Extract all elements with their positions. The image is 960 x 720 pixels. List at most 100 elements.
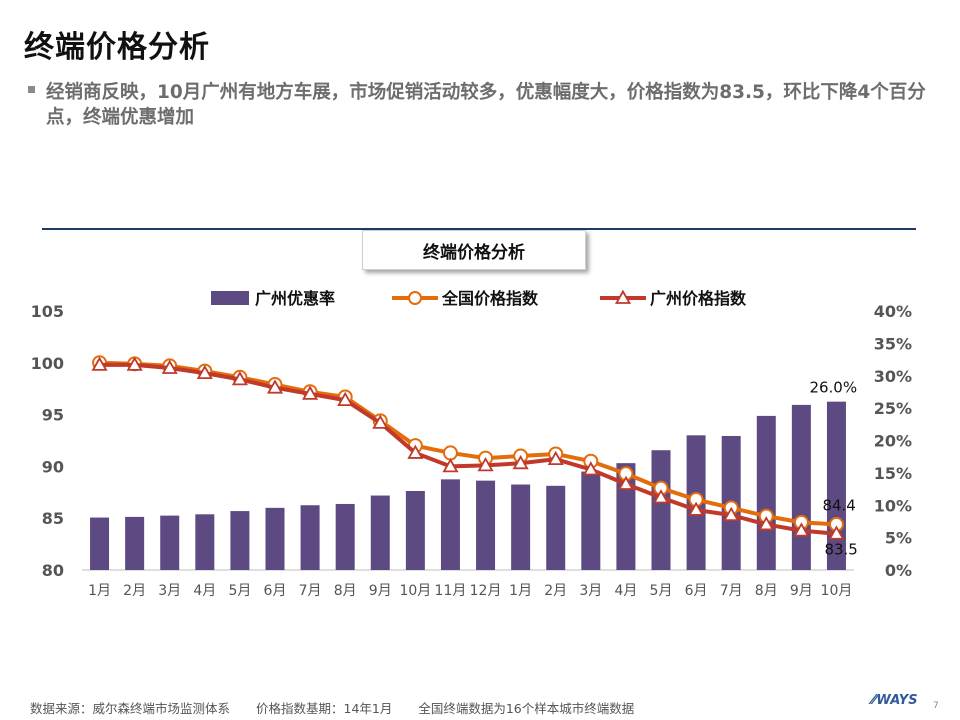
left-axis-tick: 80 <box>42 561 64 580</box>
footer-note: 全国终端数据为16个样本城市终端数据 <box>418 701 635 716</box>
bar-guangzhou-discount <box>335 503 355 570</box>
left-axis-tick: 95 <box>42 406 64 425</box>
x-axis-label: 2月 <box>123 583 146 599</box>
guangzhou-price-index-point <box>372 414 389 429</box>
bar-guangzhou-discount <box>230 511 250 570</box>
guangzhou-price-index-point <box>302 385 319 400</box>
guangzhou-price-index-point <box>688 501 705 516</box>
footer-source: 数据来源：威尔森终端市场监测体系 <box>30 701 231 716</box>
x-axis-label: 4月 <box>193 583 216 599</box>
legend-swatch-marker <box>408 291 422 305</box>
bar-guangzhou-discount <box>651 450 671 570</box>
bar-guangzhou-discount <box>370 495 390 570</box>
bar-guangzhou-discount <box>90 517 110 570</box>
logo-text: WAYS <box>876 693 918 708</box>
guangzhou-price-index-point <box>161 359 178 374</box>
guangzhou-price-index-point <box>126 356 143 371</box>
guangzhou-price-index-point <box>828 525 845 540</box>
national-price-index-point <box>442 445 458 461</box>
legend-label: 广州优惠率 <box>255 289 335 308</box>
guangzhou-price-index-point <box>512 454 529 470</box>
logo-mark-icon: ⁄⁄ <box>872 693 877 708</box>
x-axis-label: 4月 <box>614 583 637 599</box>
right-axis-tick: 40% <box>874 302 912 321</box>
x-axis-label: 1月 <box>509 583 532 599</box>
x-axis-label: 7月 <box>299 583 322 599</box>
guangzhou-price-index-point <box>266 379 284 394</box>
bullet-marker <box>28 86 35 93</box>
guangzhou-price-index-point <box>793 522 810 537</box>
guangzhou-price-index-point <box>477 457 494 472</box>
legend-swatch-marker <box>614 289 632 304</box>
guangzhou-price-index-point <box>407 444 424 459</box>
summary-bullet: 经销商反映，10月广州有地方车展，市场促销活动较多，优惠幅度大，价格指数为83.… <box>28 80 928 130</box>
x-axis-label: 6月 <box>264 583 287 599</box>
x-axis-label: 1月 <box>88 583 111 599</box>
guangzhou-price-index-line <box>99 362 837 536</box>
left-axis-tick: 105 <box>31 302 64 321</box>
x-axis-label: 3月 <box>158 583 181 599</box>
x-axis-label: 10月 <box>821 583 853 599</box>
bar-guangzhou-discount <box>440 479 460 570</box>
right-axis-tick: 15% <box>874 464 912 483</box>
guangzhou-price-index-point <box>582 461 599 476</box>
bar-guangzhou-discount <box>125 516 145 570</box>
chart-title: 终端价格分析 <box>362 230 586 270</box>
x-axis-label: 7月 <box>720 583 743 599</box>
x-axis-label: 12月 <box>470 583 502 599</box>
left-axis-tick: 90 <box>42 457 64 476</box>
guangzhou-price-index-point <box>617 475 634 490</box>
legend-label: 广州价格指数 <box>650 289 747 308</box>
guangzhou-price-index-point <box>723 506 740 521</box>
page-number: 7 <box>933 701 939 711</box>
bar-guangzhou-discount <box>756 415 776 570</box>
footer: 数据来源：威尔森终端市场监测体系 价格指数基期：14年1月 全国终端数据为16个… <box>30 698 656 717</box>
national-price-index-line <box>99 360 837 527</box>
right-axis-tick: 10% <box>874 496 912 515</box>
annotation-discount-label: 26.0% <box>809 379 857 397</box>
bar-guangzhou-discount <box>160 515 180 570</box>
x-axis-label: 10月 <box>399 583 431 599</box>
guangzhou-price-index-point <box>231 371 248 386</box>
bar-guangzhou-discount <box>581 471 601 570</box>
right-axis-tick: 20% <box>874 432 912 451</box>
bar-guangzhou-discount <box>405 491 425 570</box>
page-title: 终端价格分析 <box>24 30 210 65</box>
bar-guangzhou-discount <box>791 404 811 570</box>
bar-guangzhou-discount <box>300 505 320 570</box>
guangzhou-price-index-point <box>758 516 775 531</box>
guangzhou-price-index-point <box>91 356 108 371</box>
x-axis-label: 2月 <box>544 583 567 599</box>
x-axis-label: 3月 <box>579 583 602 599</box>
guangzhou-price-index-point <box>652 489 670 504</box>
guangzhou-price-index-point <box>337 391 354 406</box>
right-axis-tick: 30% <box>874 367 912 386</box>
guangzhou-price-index-point <box>442 458 459 473</box>
x-axis-label: 9月 <box>369 583 392 599</box>
bar-guangzhou-discount <box>476 480 496 570</box>
bar-guangzhou-discount <box>511 484 531 570</box>
x-axis-label: 8月 <box>334 583 357 599</box>
annotation-national-label: 84.4 <box>822 496 855 514</box>
bar-guangzhou-discount <box>546 485 566 570</box>
annotation-guangzhou-label: 83.5 <box>824 541 857 559</box>
left-axis-tick: 85 <box>42 509 64 528</box>
x-axis-label: 11月 <box>435 583 467 599</box>
footer-base: 价格指数基期：14年1月 <box>256 701 393 716</box>
x-axis-label: 5月 <box>228 583 251 599</box>
right-axis-tick: 35% <box>874 334 912 353</box>
x-axis-label: 8月 <box>755 583 778 599</box>
guangzhou-price-index-point <box>196 364 213 380</box>
x-axis-label: 6月 <box>685 583 708 599</box>
bar-guangzhou-discount <box>195 514 215 570</box>
x-axis-label: 9月 <box>790 583 813 599</box>
guangzhou-price-index-point <box>547 450 564 466</box>
legend-label: 全国价格指数 <box>441 289 539 308</box>
left-axis-tick: 100 <box>31 354 64 373</box>
ways-logo: ⁄⁄WAYS <box>872 693 918 708</box>
right-axis-tick: 25% <box>874 399 912 418</box>
bar-guangzhou-discount <box>265 507 285 570</box>
x-axis-label: 5月 <box>650 583 673 599</box>
legend-swatch-bar <box>211 291 249 305</box>
